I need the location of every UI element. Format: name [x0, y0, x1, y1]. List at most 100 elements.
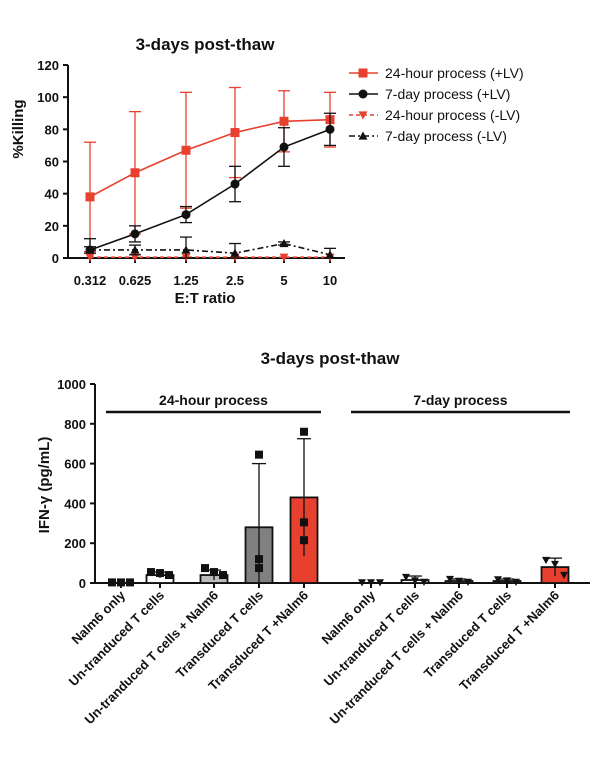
- chart1-y-tick-label: 0: [52, 251, 59, 266]
- bar-data-point: [165, 571, 173, 580]
- legend-marker: [358, 89, 368, 99]
- legend-entry-1: 7-day process (+LV): [385, 86, 510, 102]
- chart1-data-point: [325, 250, 335, 259]
- bar-data-point: [464, 578, 472, 587]
- legend-marker: [358, 131, 368, 140]
- chart1-data-point: [325, 124, 335, 134]
- group-label-0: 24-hour process: [159, 392, 268, 408]
- bar-group-1: [145, 568, 175, 584]
- chart1-data-point: [85, 245, 95, 254]
- legend-entry-3: 7-day process (-LV): [385, 128, 507, 144]
- bar-data-point: [210, 568, 218, 577]
- bar-group-7: [444, 575, 474, 587]
- bar-data-point: [358, 579, 366, 587]
- bar-data-point: [402, 573, 410, 582]
- chart1-y-tick-label: 20: [45, 219, 59, 234]
- chart1-data-point: [279, 239, 289, 248]
- chart1-data-point: [279, 142, 289, 152]
- bar-group-9: [540, 556, 570, 584]
- chart1-data-point: [230, 248, 240, 257]
- chart1-x-tick-label: 0.312: [74, 273, 107, 288]
- bar-group-5: [358, 579, 384, 587]
- bar-data-point: [411, 577, 419, 585]
- bar-data-point: [446, 575, 454, 584]
- legend-entry-0: 24-hour process (+LV): [385, 65, 524, 81]
- chart2-y-tick-label: 800: [64, 417, 86, 432]
- bar-group-3: [244, 450, 274, 584]
- bar-data-point: [126, 578, 134, 587]
- group-label-1: 7-day process: [413, 392, 507, 408]
- chart1-y-tick-label: 60: [45, 155, 59, 170]
- bar-data-point: [255, 564, 263, 573]
- chart2-title: 3-days post-thaw: [261, 349, 401, 368]
- chart1-data-point: [230, 128, 240, 138]
- bar-data-point: [551, 560, 559, 569]
- legend-marker: [358, 68, 368, 78]
- bar-data-point: [156, 569, 164, 578]
- bar-data-point: [560, 571, 568, 580]
- bar-data-point: [542, 556, 550, 565]
- bar-group-4: [289, 427, 319, 584]
- chart1-x-tick-label: 10: [323, 273, 337, 288]
- chart1-data-point: [130, 229, 140, 239]
- chart1-series-3: [84, 236, 336, 259]
- chart1-data-point: [85, 192, 95, 202]
- bar-data-point: [108, 578, 116, 587]
- bar-group-0: [108, 578, 134, 587]
- chart2-y-tick-label: 400: [64, 496, 86, 511]
- chart2-ylabel: IFN-γ (pg/mL): [36, 437, 53, 534]
- bar-data-point: [367, 579, 375, 587]
- chart1-title: 3-days post-thaw: [136, 35, 276, 54]
- chart2-x-tick-label: Transduced T cells: [421, 588, 514, 681]
- chart1-x-tick-label: 2.5: [226, 273, 244, 288]
- chart1-x-tick-label: 5: [280, 273, 287, 288]
- chart1-x-tick-label: 0.625: [119, 273, 152, 288]
- chart2-y-tick-label: 0: [79, 576, 86, 591]
- chart1-y-tick-label: 120: [37, 58, 59, 73]
- bar-data-point: [494, 576, 502, 584]
- chart1-y-tick-label: 40: [45, 187, 59, 202]
- chart1-series-line: [89, 128, 331, 251]
- bar-data-point: [147, 568, 155, 577]
- bar-data-point: [420, 578, 428, 587]
- bar-data-point: [255, 450, 263, 459]
- chart1-data-point: [130, 168, 140, 178]
- chart1-data-point: [181, 210, 191, 220]
- bar-data-point: [503, 577, 511, 585]
- chart1-series-1: [84, 112, 336, 259]
- chart2-x-tick-label: Transduced T +Nalm6: [456, 588, 562, 694]
- chart1-data-point: [85, 253, 95, 262]
- chart1-series-line: [90, 242, 331, 256]
- chart1-x-tick-label: 1.25: [173, 273, 198, 288]
- bar-data-point: [300, 518, 308, 527]
- chart1-data-point: [279, 116, 289, 126]
- chart2-x-tick-label: Transduced T cells: [173, 588, 266, 681]
- bar-data-point: [201, 564, 209, 573]
- bar-data-point: [219, 571, 227, 580]
- chart1-y-tick-label: 100: [37, 90, 59, 105]
- chart1-data-point: [181, 245, 191, 254]
- legend-marker: [358, 111, 368, 120]
- bar-group-6: [400, 573, 430, 587]
- legend-entry-2: 24-hour process (-LV): [385, 107, 520, 123]
- chart2-y-tick-label: 600: [64, 457, 86, 472]
- bar-group-2: [199, 564, 229, 584]
- chart2-y-tick-label: 1000: [57, 377, 86, 392]
- chart1-data-point: [181, 145, 191, 155]
- bar-data-point: [512, 578, 520, 587]
- chart1-y-tick-label: 80: [45, 122, 59, 137]
- chart2-y-tick-label: 200: [64, 536, 86, 551]
- chart1-data-point: [279, 253, 289, 262]
- bar-data-point: [455, 577, 463, 586]
- chart1-series-line: [89, 118, 331, 198]
- chart1-xlabel: E:T ratio: [175, 290, 236, 307]
- chart1-data-point: [130, 245, 140, 254]
- bar-group-8: [492, 576, 522, 587]
- killing-line-chart: 3-days post-thaw %Killing E:T ratio 0 20 4…: [10, 35, 524, 307]
- bar-data-point: [300, 427, 308, 436]
- bar-data-point: [255, 555, 263, 564]
- chart1-ylabel: %Killing: [10, 99, 27, 158]
- bar-data-point: [300, 536, 308, 545]
